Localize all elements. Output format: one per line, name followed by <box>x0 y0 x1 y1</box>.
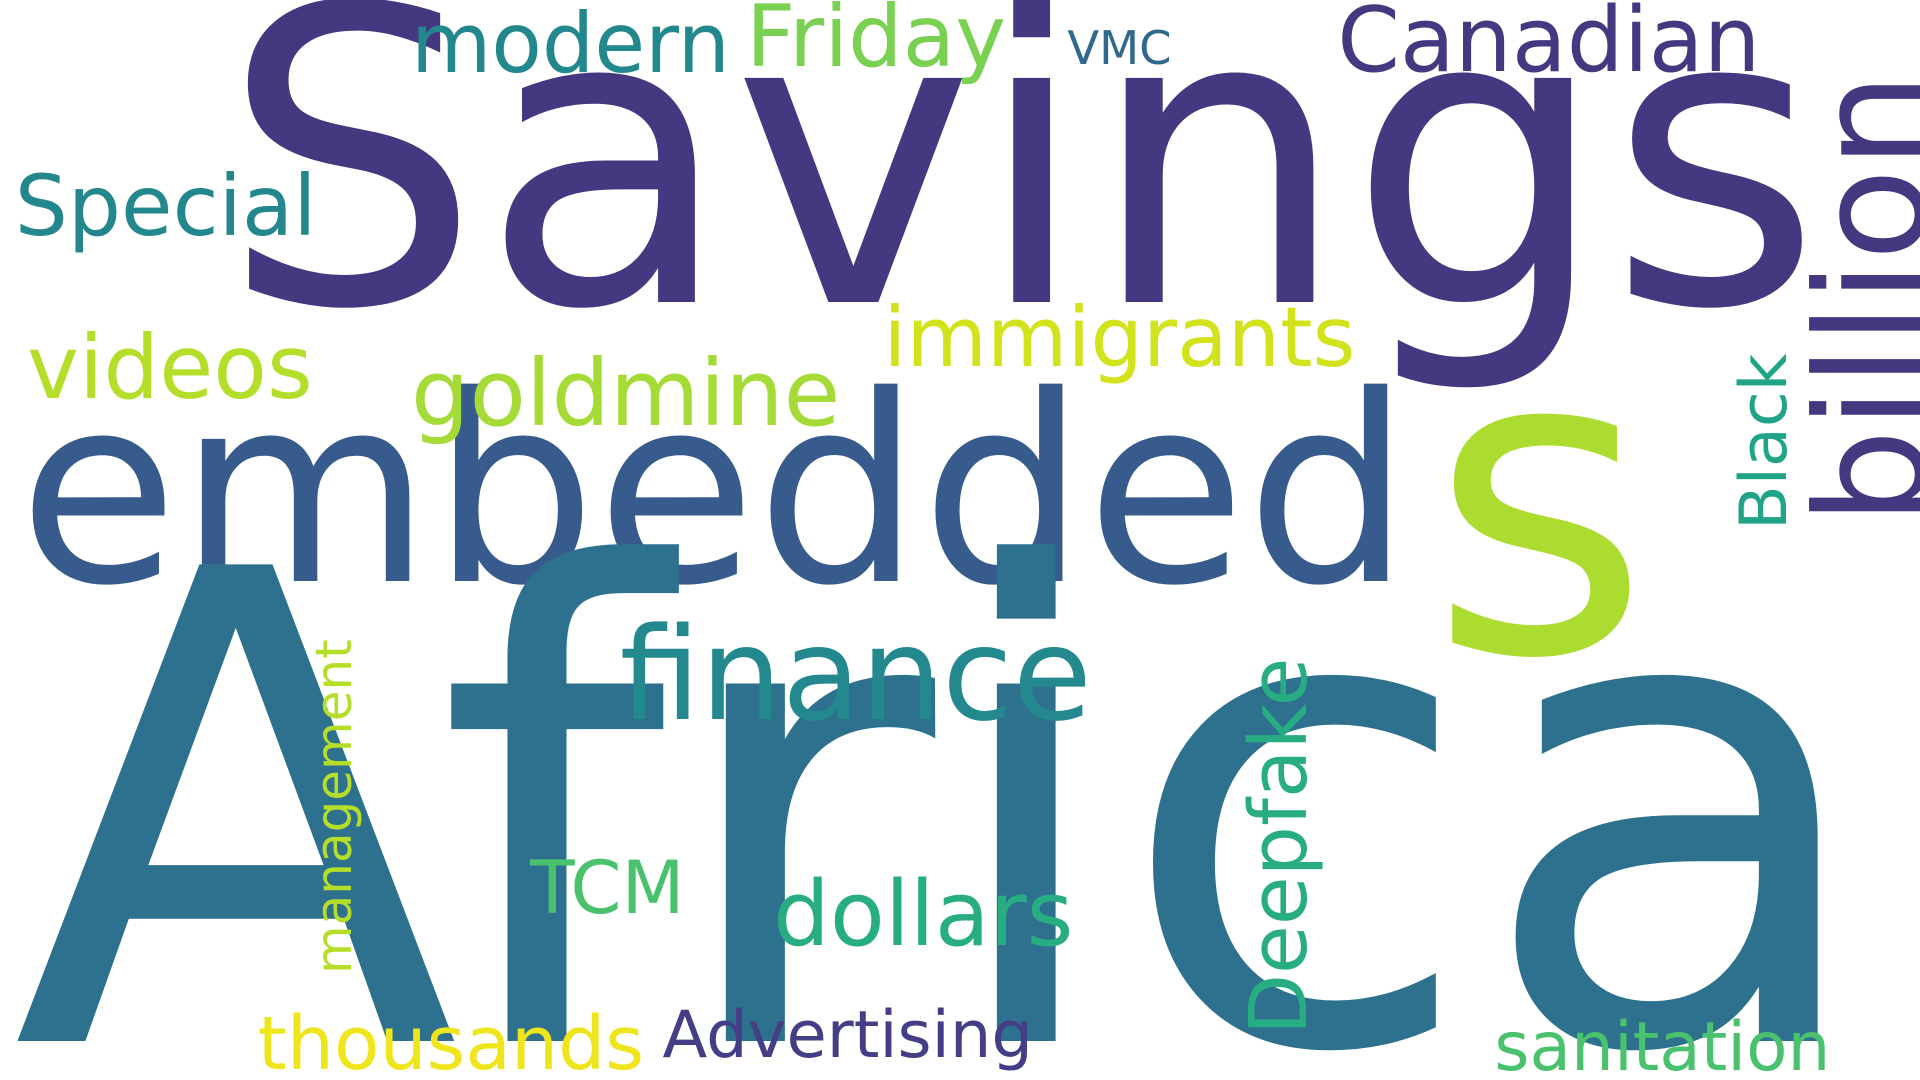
word-deepfake: Deepfake <box>1232 657 1326 1035</box>
word-goldmine: goldmine <box>411 338 841 447</box>
word-special: Special <box>14 157 317 256</box>
word-billion: billion <box>1784 72 1920 525</box>
word-advertising: Advertising <box>662 997 1033 1074</box>
word-management: management <box>305 639 364 975</box>
word-vmc: VMC <box>1067 21 1172 76</box>
word-embedded: embedded <box>18 341 1411 644</box>
word-tcm: TCM <box>530 846 685 932</box>
word-savings: Savings <box>220 0 1822 400</box>
word-sanitation: sanitation <box>1494 1007 1831 1080</box>
word-immigrants: immigrants <box>883 288 1356 386</box>
word-s: s <box>1429 258 1651 752</box>
word-black: Black <box>1725 353 1802 530</box>
word-canadian: Canadian <box>1337 0 1761 93</box>
word-dollars: dollars <box>772 863 1074 968</box>
word-finance: finance <box>619 600 1092 750</box>
word-videos: videos <box>27 316 313 420</box>
word-friday: Friday <box>745 0 1006 88</box>
word-africa: Africa <box>12 434 1878 1080</box>
word-modern: modern <box>411 0 730 92</box>
word-thousands: thousands <box>257 999 645 1080</box>
